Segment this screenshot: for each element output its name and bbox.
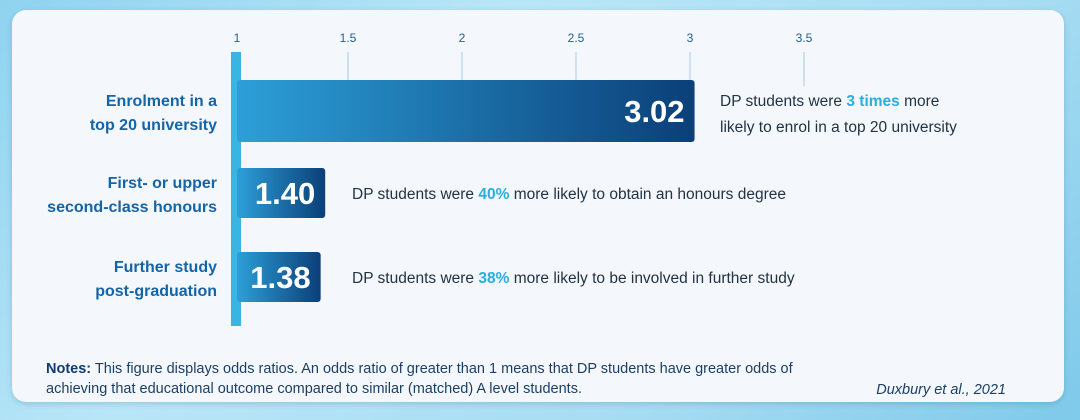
annotation-text: DP students were xyxy=(720,93,846,110)
annotation-text: DP students were xyxy=(352,186,478,203)
category-label: Enrolment in a xyxy=(106,93,217,110)
x-tick-label: 3 xyxy=(687,31,694,45)
annotation-highlight: 3 times xyxy=(846,93,899,110)
x-tick-label: 1 xyxy=(234,31,241,45)
bar xyxy=(237,168,326,218)
category-label: top 20 university xyxy=(90,117,217,134)
annotation-text: more xyxy=(900,93,940,110)
annotation-text: more likely to obtain an honours degree xyxy=(509,186,786,203)
bar-value-label: 3.02 xyxy=(624,94,684,129)
category-label: First- or upper xyxy=(108,175,217,192)
bar-value-label: 1.40 xyxy=(255,176,315,211)
x-tick-label: 1.5 xyxy=(340,31,357,45)
notes-text: Notes: This figure displays odds ratios.… xyxy=(46,359,806,399)
bar-annotation: DP students were 40% more likely to obta… xyxy=(352,186,786,203)
notes-body: This figure displays odds ratios. An odd… xyxy=(46,361,793,397)
baseline-axis xyxy=(231,52,241,326)
x-tick-label: 2.5 xyxy=(568,31,585,45)
odds-ratio-chart: 1 1.5 2 2.5 3 3.5 3.02 Enrolment in a top 20 uni… xyxy=(47,31,957,326)
bar-annotation: likely to enrol in a top 20 university xyxy=(720,119,957,136)
chart-card: 1 1.5 2 2.5 3 3.5 3.02 Enrolment in a top 20 uni… xyxy=(12,10,1064,402)
bar-annotation: DP students were 38% more likely to be i… xyxy=(352,270,795,287)
category-label: second-class honours xyxy=(47,199,217,216)
bar-annotation: DP students were 3 times more xyxy=(720,93,939,110)
annotation-text: DP students were xyxy=(352,270,478,287)
notes-label: Notes: xyxy=(46,361,92,377)
bar xyxy=(237,80,695,142)
annotation-highlight: 40% xyxy=(478,186,509,203)
bar-value-label: 1.38 xyxy=(250,260,310,295)
annotation-text: more likely to be involved in further st… xyxy=(509,270,794,287)
source-citation: Duxbury et al., 2021 xyxy=(876,382,1006,398)
annotation-text: likely to enrol in a top 20 university xyxy=(720,119,957,136)
x-tick-label: 2 xyxy=(459,31,466,45)
annotation-highlight: 38% xyxy=(478,270,509,287)
x-tick-label: 3.5 xyxy=(796,31,813,45)
category-label: post-graduation xyxy=(95,283,217,300)
bar xyxy=(237,252,321,302)
category-label: Further study xyxy=(114,259,217,276)
